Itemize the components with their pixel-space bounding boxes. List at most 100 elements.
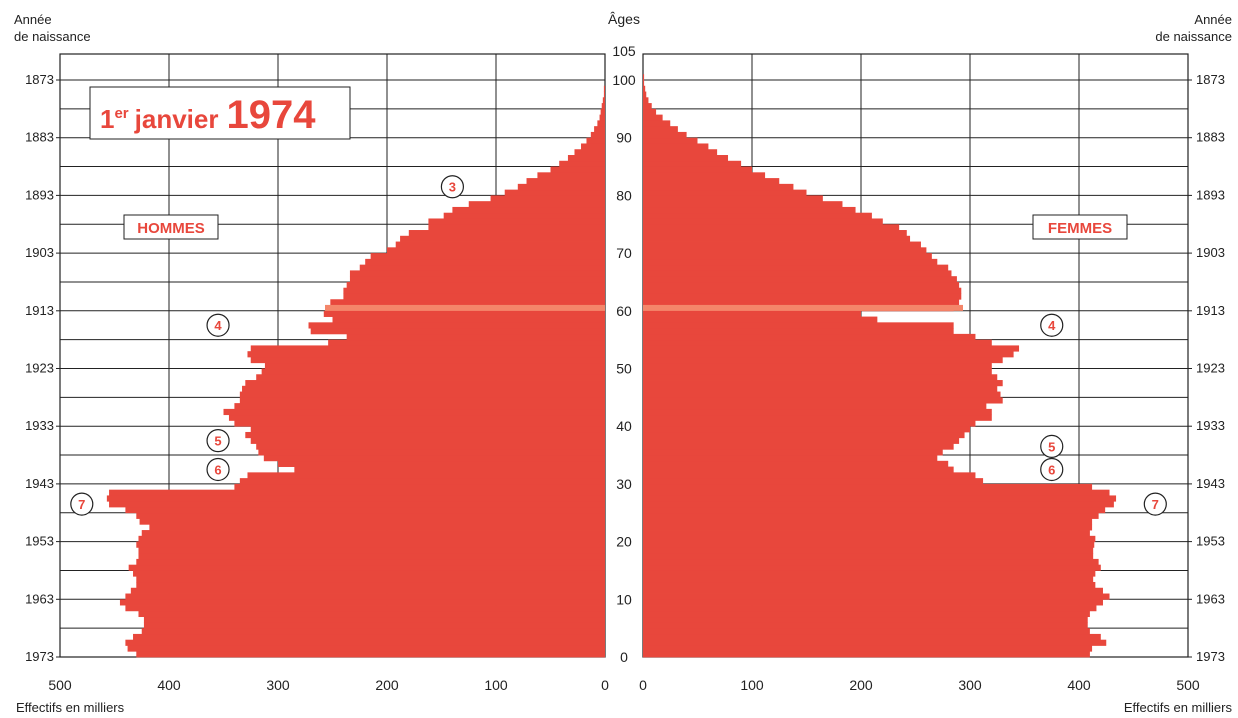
men-bar: [109, 489, 606, 496]
birth-year-tick-right: 1933: [1196, 418, 1225, 433]
men-bar: [149, 524, 605, 531]
men-bar: [603, 85, 605, 92]
women-highlight-band: [643, 304, 963, 311]
women-label-box: [1032, 214, 1128, 240]
birth-year-tick-left: 1873: [25, 72, 54, 87]
age-tick-label: 20: [616, 534, 632, 550]
men-bar: [127, 645, 605, 652]
age-tick-label: 80: [616, 187, 632, 203]
men-bar: [239, 397, 605, 404]
men-bar: [133, 633, 605, 641]
women-bar: [643, 645, 1093, 652]
women-bar: [643, 558, 1099, 566]
annotation-marker: 3: [440, 175, 464, 199]
men-bar: [310, 328, 605, 335]
men-bar: [245, 380, 606, 387]
women-bar: [643, 489, 1110, 496]
men-bar: [139, 518, 605, 525]
women-bar: [643, 397, 1003, 404]
women-bar: [643, 137, 698, 144]
annotation-circle: [206, 313, 230, 337]
women-bar: [643, 206, 856, 214]
women-bar: [643, 506, 1106, 514]
men-label: HOMMES: [137, 220, 205, 237]
women-bar: [643, 564, 1101, 571]
annotation-circle: [70, 492, 94, 516]
x-tick-label-women: 300: [958, 677, 982, 693]
men-bar: [234, 420, 605, 427]
x-tick-label-men: 0: [601, 677, 609, 693]
men-bar: [359, 264, 605, 271]
women-bar: [643, 85, 646, 92]
women-bar: [643, 553, 1094, 560]
women-bar: [643, 247, 927, 254]
x-tick-label-women: 0: [639, 677, 647, 693]
men-bar: [395, 241, 605, 248]
women-bar: [643, 258, 938, 266]
highlight-band: [325, 304, 963, 311]
men-bar: [136, 651, 606, 658]
women-bar: [643, 466, 954, 473]
x-tick-label-women: 100: [740, 677, 764, 693]
women-bar: [643, 183, 794, 191]
men-bar: [343, 287, 605, 294]
women-bar: [643, 328, 954, 335]
women-bar: [643, 622, 1088, 629]
men-bar: [239, 478, 605, 485]
men-bar: [308, 322, 605, 329]
age-tick-label: 10: [616, 591, 632, 607]
men-bar: [228, 414, 605, 421]
women-bar: [643, 530, 1090, 537]
men-bar: [136, 541, 606, 548]
left-header-line2: de naissance: [14, 29, 91, 44]
women-bar: [643, 178, 780, 185]
men-bar: [294, 466, 605, 473]
age-tick-label: 60: [616, 303, 632, 319]
men-bar: [143, 616, 605, 623]
annotation-number: 6: [214, 462, 221, 477]
women-bar: [643, 103, 652, 110]
women-bar: [643, 437, 960, 444]
women-bar: [643, 651, 1090, 658]
women-bar: [643, 131, 687, 139]
annotation-circle: [440, 175, 464, 199]
men-bar: [428, 224, 605, 231]
men-bar: [261, 368, 605, 375]
women-bar: [643, 201, 843, 208]
men-bars: [106, 85, 606, 658]
women-bar: [643, 316, 878, 323]
women-bar: [643, 478, 984, 485]
men-bar: [136, 558, 606, 566]
men-bar: [468, 201, 605, 208]
birth-year-tick-left: 1893: [25, 187, 54, 202]
men-bar: [125, 506, 606, 514]
women-bar: [643, 380, 1003, 387]
women-bar: [643, 374, 998, 381]
men-bar: [256, 374, 605, 381]
men-bar: [141, 628, 605, 635]
annotation-markers: 3 4 5 6 7 4 5 6 7: [70, 175, 1167, 516]
men-bar: [597, 120, 605, 127]
women-bar: [643, 253, 932, 260]
men-bar: [330, 299, 605, 306]
women-bar: [643, 639, 1107, 646]
women-bar: [643, 362, 992, 369]
women-bar: [643, 230, 907, 237]
men-bar: [400, 235, 605, 242]
women-bar: [643, 91, 647, 98]
annotation-marker: 4: [1040, 313, 1064, 337]
women-bar: [643, 628, 1090, 635]
men-bar: [343, 293, 605, 300]
women-bar: [643, 172, 766, 179]
annotation-circle: [1143, 492, 1167, 516]
women-bar: [643, 333, 976, 341]
annotation-number: 4: [1048, 318, 1056, 333]
annotation-marker: 6: [1040, 457, 1064, 482]
age-tick-label: 105: [612, 43, 636, 59]
x-tick-label-women: 500: [1176, 677, 1200, 693]
men-bar: [239, 391, 605, 398]
right-header-line1: Année: [1194, 12, 1232, 27]
men-bar: [443, 212, 605, 219]
x-tick-label-women: 400: [1067, 677, 1091, 693]
